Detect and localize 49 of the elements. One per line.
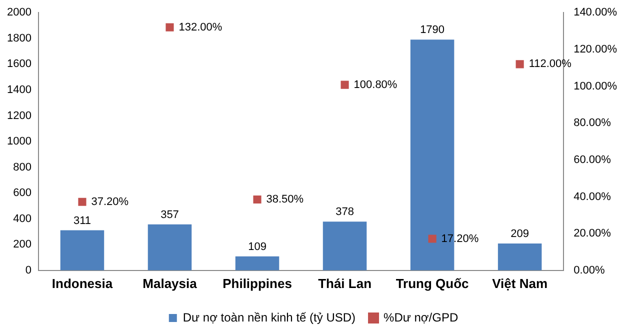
- x-tick-label: Việt Nam: [492, 276, 548, 291]
- x-tick-label: Malaysia: [142, 276, 198, 291]
- y2-tick-label: 120.00%: [574, 43, 618, 56]
- data-label: 112.00%: [528, 58, 572, 70]
- y2-tick-label: 0.00%: [574, 264, 605, 276]
- y2-tick-label: 20.00%: [574, 228, 612, 240]
- bar: [498, 243, 542, 270]
- legend-label: %Dư nợ/GPD: [384, 310, 458, 324]
- data-label: 37.20%: [91, 196, 129, 208]
- y-tick-label: 1600: [6, 58, 32, 70]
- y2-tick-label: 140.00%: [574, 6, 618, 19]
- data-label: 109: [248, 240, 266, 253]
- y2-tick-label: 40.00%: [574, 190, 612, 203]
- x-tick-label: Thái Lan: [318, 276, 372, 291]
- bar: [235, 256, 280, 270]
- x-tick-label: Philippines: [222, 276, 292, 291]
- data-label: 1790: [420, 24, 445, 36]
- y-tick-label: 800: [13, 161, 32, 174]
- y-tick-label: 400: [13, 212, 32, 225]
- data-label: 357: [160, 208, 179, 221]
- data-label: 209: [510, 228, 529, 240]
- bar: [60, 230, 104, 270]
- y2-tick-label: 100.00%: [574, 80, 618, 92]
- point: [78, 198, 86, 206]
- data-label: 378: [336, 206, 354, 218]
- data-label: 311: [73, 214, 92, 227]
- y-tick-label: 1000: [6, 136, 32, 148]
- y-tick-label: 1800: [6, 32, 32, 44]
- data-label: 38.50%: [266, 194, 304, 206]
- point: [340, 80, 349, 89]
- y-tick-label: 1200: [6, 110, 32, 122]
- y-tick-label: 600: [13, 187, 32, 200]
- point: [428, 234, 436, 243]
- y-tick-label: 1400: [6, 84, 32, 96]
- point: [253, 195, 262, 204]
- bar: [148, 224, 192, 270]
- x-tick-label: Trung Quốc: [396, 276, 469, 291]
- y-tick-label: 0: [25, 264, 32, 276]
- y-tick-label: 200: [13, 238, 32, 251]
- data-label: 100.80%: [354, 78, 398, 91]
- bar: [322, 222, 367, 270]
- y-tick-label: 2000: [6, 6, 32, 19]
- point: [516, 60, 524, 68]
- x-tick-label: Indonesia: [52, 276, 114, 291]
- legend-label: Dư nợ toàn nền kinh tế (tỷ USD): [182, 310, 356, 324]
- data-label: 132.00%: [178, 21, 222, 34]
- point: [166, 23, 174, 32]
- y2-tick-label: 60.00%: [574, 154, 612, 166]
- y2-tick-label: 80.00%: [574, 117, 612, 130]
